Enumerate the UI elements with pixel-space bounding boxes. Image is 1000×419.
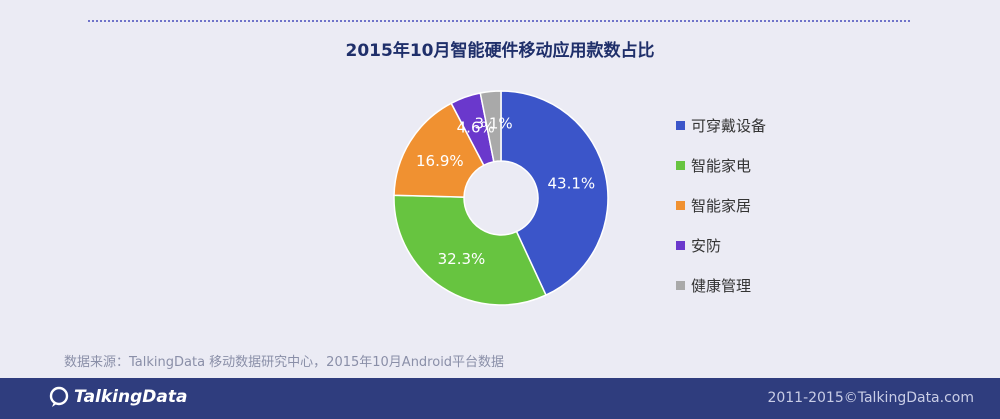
copyright-text: 2011-2015©TalkingData.com xyxy=(767,390,974,406)
legend-swatch xyxy=(676,160,685,170)
legend-swatch xyxy=(676,280,685,290)
legend-label: 智能家电 xyxy=(691,156,752,175)
legend-swatch xyxy=(676,200,685,210)
legend-label: 智能家居 xyxy=(691,196,752,215)
legend-swatch xyxy=(676,240,685,250)
legend-item: 可穿戴设备 xyxy=(676,115,766,135)
slice-label: 4.6% xyxy=(457,118,495,136)
donut-slice xyxy=(393,102,485,198)
legend-item: 智能家电 xyxy=(676,155,766,175)
chart-legend: 可穿戴设备智能家电智能家居安防健康管理 xyxy=(676,115,766,315)
slice-label: 16.9% xyxy=(416,152,464,170)
legend-label: 安防 xyxy=(691,236,722,255)
speech-bubble-icon xyxy=(49,386,69,407)
legend-item: 健康管理 xyxy=(676,275,766,295)
legend-item: 安防 xyxy=(676,235,766,255)
top-dotted-divider xyxy=(88,20,910,22)
legend-label: 可穿戴设备 xyxy=(691,116,767,135)
donut-slice xyxy=(500,90,609,297)
legend-label: 健康管理 xyxy=(691,276,752,295)
talkingdata-logo: TalkingData xyxy=(48,386,187,408)
logo-text: TalkingData xyxy=(74,387,188,407)
chart-title: 2015年10月智能硬件移动应用款数占比 xyxy=(345,41,655,61)
slice-label: 3.1% xyxy=(475,114,513,132)
footer-bar: TalkingData 2011-2015©TalkingData.com xyxy=(0,378,1000,419)
data-source-note: 数据来源：TalkingData 移动数据研究中心，2015年10月Androi… xyxy=(64,355,505,370)
legend-item: 智能家居 xyxy=(676,195,766,215)
donut-slice xyxy=(393,194,547,306)
slice-label: 43.1% xyxy=(547,175,595,193)
donut-slice xyxy=(479,90,502,163)
legend-swatch xyxy=(676,120,685,130)
slice-label: 32.3% xyxy=(438,250,486,268)
